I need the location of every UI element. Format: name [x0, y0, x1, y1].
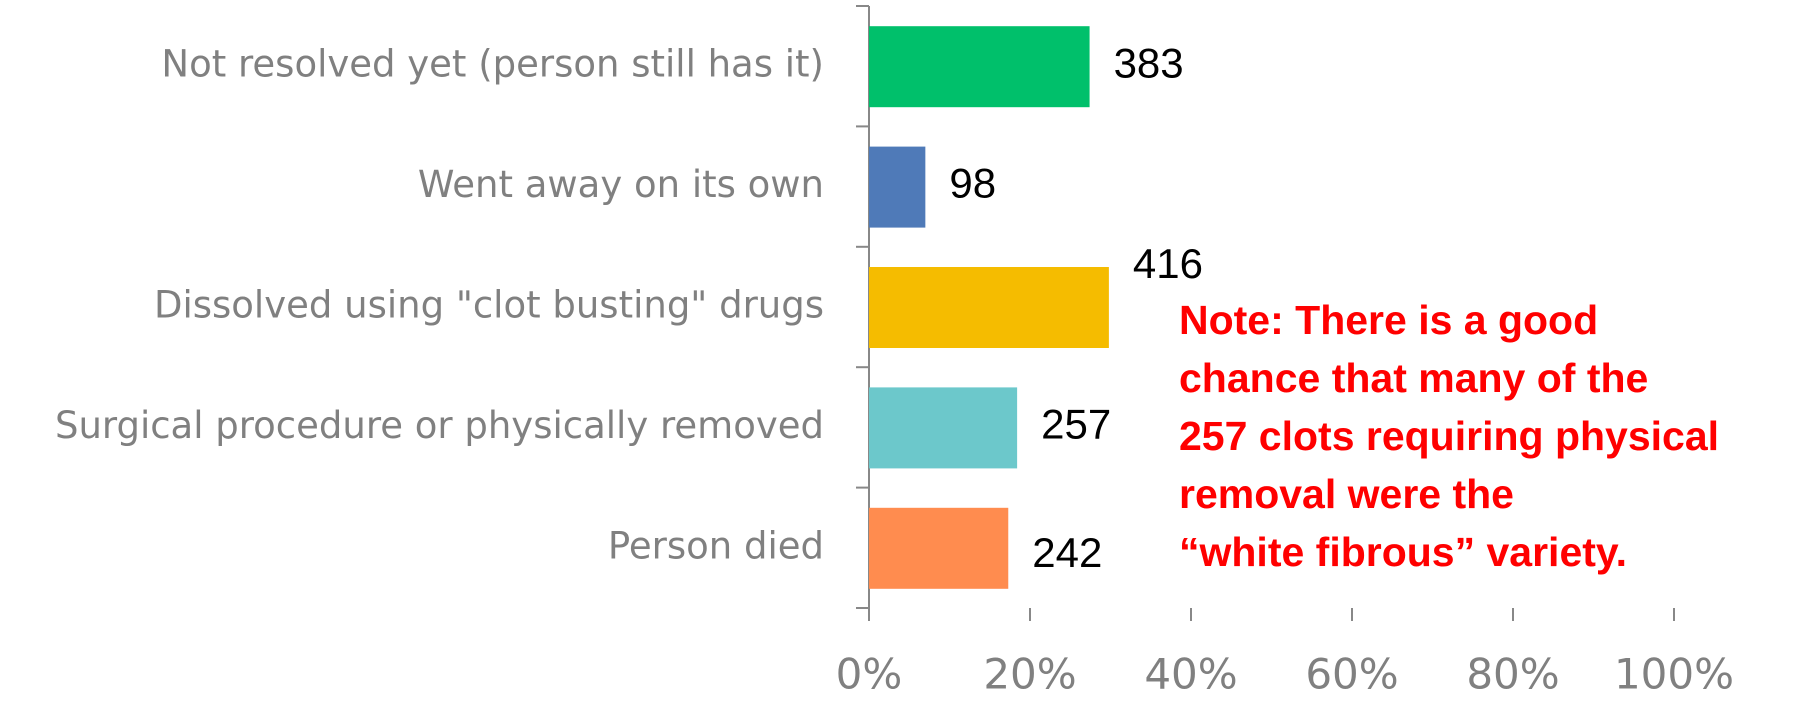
data-label: 98 [949, 160, 996, 207]
category-label: Went away on its own [418, 163, 824, 206]
x-tick-label: 80% [1466, 650, 1559, 699]
bar [869, 26, 1090, 108]
bar [869, 267, 1109, 348]
data-label: 242 [1032, 529, 1102, 576]
annotation-line: removal were the [1179, 471, 1514, 517]
bar [869, 507, 1009, 589]
category-label: Not resolved yet (person still has it) [161, 43, 824, 86]
annotation-line: 257 clots requiring physical [1179, 413, 1719, 459]
category-label: Dissolved using "clot busting" drugs [154, 284, 824, 327]
annotation-line: Note: There is a good [1179, 297, 1598, 343]
x-tick-label: 0% [836, 650, 903, 699]
data-label: 416 [1133, 240, 1203, 287]
x-tick-label: 20% [983, 650, 1076, 699]
bar [869, 387, 1018, 469]
data-label: 257 [1041, 400, 1111, 447]
annotation-line: chance that many of the [1179, 355, 1648, 401]
annotation-line: “white fibrous” variety. [1179, 529, 1627, 575]
data-label: 383 [1114, 39, 1184, 86]
bar [869, 146, 926, 228]
x-tick-label: 60% [1305, 650, 1398, 699]
category-label: Person died [608, 524, 824, 567]
category-label: Surgical procedure or physically removed [55, 404, 824, 447]
x-tick-label: 100% [1614, 650, 1734, 699]
x-tick-label: 40% [1144, 650, 1237, 699]
